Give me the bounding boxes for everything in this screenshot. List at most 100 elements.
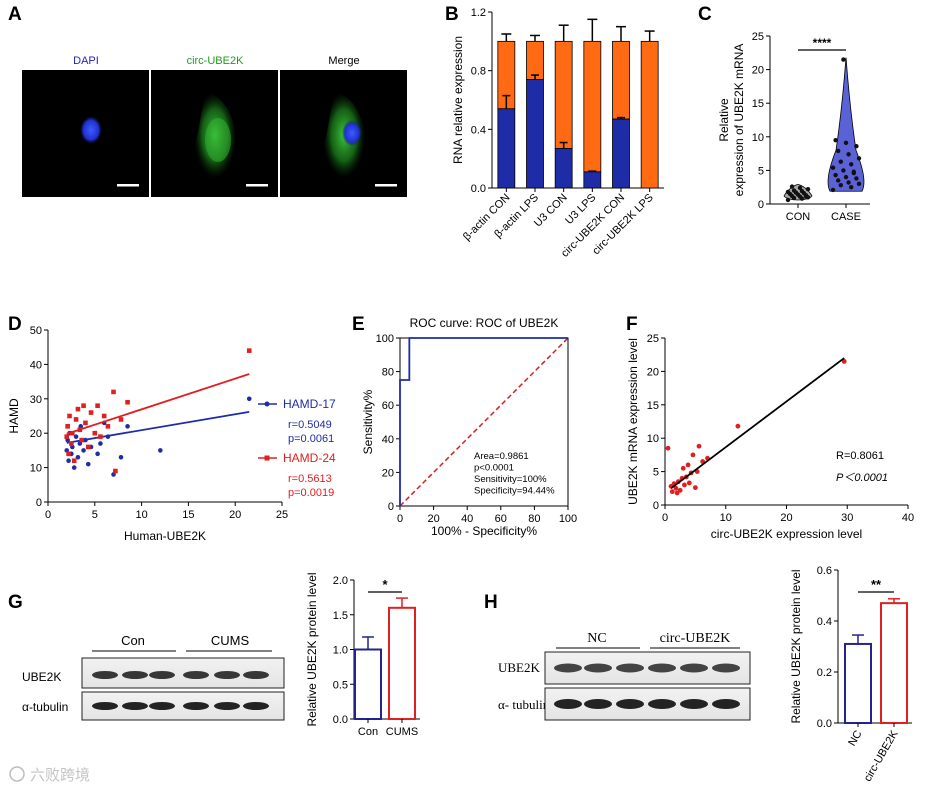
scale-bar	[117, 184, 139, 187]
data-point	[797, 185, 803, 191]
blot-band	[149, 671, 175, 679]
data-point	[854, 176, 859, 181]
y-tick-label: 0.4	[817, 616, 832, 628]
panel-h-blot: H NC circ-UBE2K UBE2K α- tubulin	[484, 592, 751, 721]
data-point	[680, 465, 686, 471]
blot-group-cums: CUMS	[211, 633, 250, 648]
panel-d-label: D	[8, 314, 22, 335]
panel-e-label: E	[352, 314, 365, 335]
y-tick-label: 0.4	[471, 124, 486, 136]
data-point	[838, 159, 843, 164]
roc-stat: p<0.0001	[474, 463, 514, 474]
data-point	[856, 181, 862, 187]
data-point-hamd24	[246, 348, 252, 353]
blot-band	[243, 671, 269, 679]
y-tick-label: 0	[758, 199, 764, 211]
y-axis-label: Relative UBE2K protein level	[789, 569, 803, 723]
blot-band	[680, 663, 708, 673]
blot-band	[92, 671, 118, 679]
blot-band	[712, 663, 740, 673]
blot-row-ube2k: UBE2K	[498, 660, 541, 675]
data-point	[830, 165, 836, 170]
y-tick-label: 0.2	[817, 667, 832, 679]
data-point	[685, 462, 691, 468]
blot-group-circ: circ-UBE2K	[660, 631, 731, 646]
panel-g-blot: G Con CUMS UBE2K α-tubulin	[8, 592, 285, 721]
panel-g-chart: 0.0 0.5 1.0 1.5 2.0 Relative UBE2K protein le…	[305, 572, 420, 738]
data-point	[851, 169, 856, 174]
x-tick-label: 20	[780, 512, 792, 524]
data-point	[686, 480, 692, 486]
data-point-hamd17	[66, 458, 71, 464]
legend-marker	[264, 455, 270, 461]
y-axis-label: expression of UBE2K mRNA	[732, 44, 746, 197]
chart-title: ROC curve: ROC of UBE2K	[410, 316, 559, 330]
data-point-hamd24	[67, 413, 72, 419]
bar-nuclear	[583, 171, 602, 189]
x-tick-label: 5	[92, 509, 98, 521]
roc-stat: Area=0.9861	[474, 451, 529, 462]
blot-band	[584, 699, 612, 709]
x-tick-label: CON	[786, 211, 811, 223]
blot-band	[554, 663, 582, 673]
y-tick-label: 100	[376, 333, 394, 345]
violin-case	[827, 57, 865, 192]
y-tick-label: 0.0	[817, 718, 832, 730]
data-point-hamd24	[79, 437, 84, 443]
data-point-hamd17	[158, 448, 163, 453]
panel-a: A DAPI circ-UBE2K Merge	[8, 4, 407, 197]
data-point	[833, 172, 838, 178]
y-tick-label: 0.0	[471, 183, 486, 195]
data-point-hamd24	[105, 424, 111, 429]
data-point-hamd24	[81, 403, 86, 408]
watermark: 六败跨境	[9, 766, 90, 784]
y-tick-label: 20	[382, 467, 394, 479]
y-tick-label: 0	[36, 497, 42, 509]
x-tick-label: 30	[841, 512, 853, 524]
x-tick-label: 10	[135, 509, 147, 521]
regression-line	[670, 357, 845, 490]
blot-band	[648, 699, 676, 709]
data-point-hamd24	[101, 413, 107, 419]
data-point	[833, 137, 838, 143]
data-point	[785, 197, 791, 203]
data-point	[682, 482, 687, 488]
data-point-hamd24	[113, 468, 118, 474]
bar-cums	[388, 606, 416, 720]
data-point-hamd24	[118, 417, 124, 422]
significance-marker: ****	[813, 36, 832, 50]
bar-nuclear	[612, 118, 630, 189]
data-point-hamd17	[75, 454, 81, 460]
x-tick-label: 0	[45, 509, 51, 521]
data-point-hamd17	[125, 424, 130, 429]
y-tick-label: 0	[653, 500, 659, 512]
x-tick-label: Con	[358, 726, 378, 738]
y-tick-label: 50	[30, 325, 42, 337]
blot-band	[616, 699, 644, 709]
bar-cytoplasmic	[640, 40, 659, 189]
series-stat: p=0.0019	[288, 487, 334, 499]
bar-cytoplasmic	[554, 40, 573, 149]
series-stat: r=0.5049	[288, 419, 332, 431]
blot-row-ube2k: UBE2K	[22, 670, 61, 684]
data-point-hamd17	[81, 448, 86, 453]
y-tick-label: 0.0	[333, 714, 348, 726]
bar-nc	[844, 642, 872, 725]
data-point	[669, 489, 675, 495]
x-tick-label: 0	[662, 512, 668, 524]
blot-band	[214, 702, 240, 710]
x-tick-label: CASE	[831, 211, 861, 223]
data-point-hamd24	[75, 406, 81, 412]
x-axis-label: 100% - Specificity%	[431, 524, 537, 538]
data-point	[692, 485, 698, 491]
data-point-hamd24	[92, 430, 98, 436]
panel-h-label: H	[484, 592, 498, 613]
roc-stat: Sensitivity=100%	[474, 474, 547, 485]
data-point	[856, 156, 862, 161]
data-point	[785, 189, 791, 195]
bar-cytoplasmic	[526, 40, 544, 80]
panel-f-label: F	[626, 314, 638, 335]
data-point-hamd24	[66, 451, 71, 457]
y-axis-label: RNA relative expression	[451, 36, 465, 164]
blot-band	[680, 699, 708, 709]
